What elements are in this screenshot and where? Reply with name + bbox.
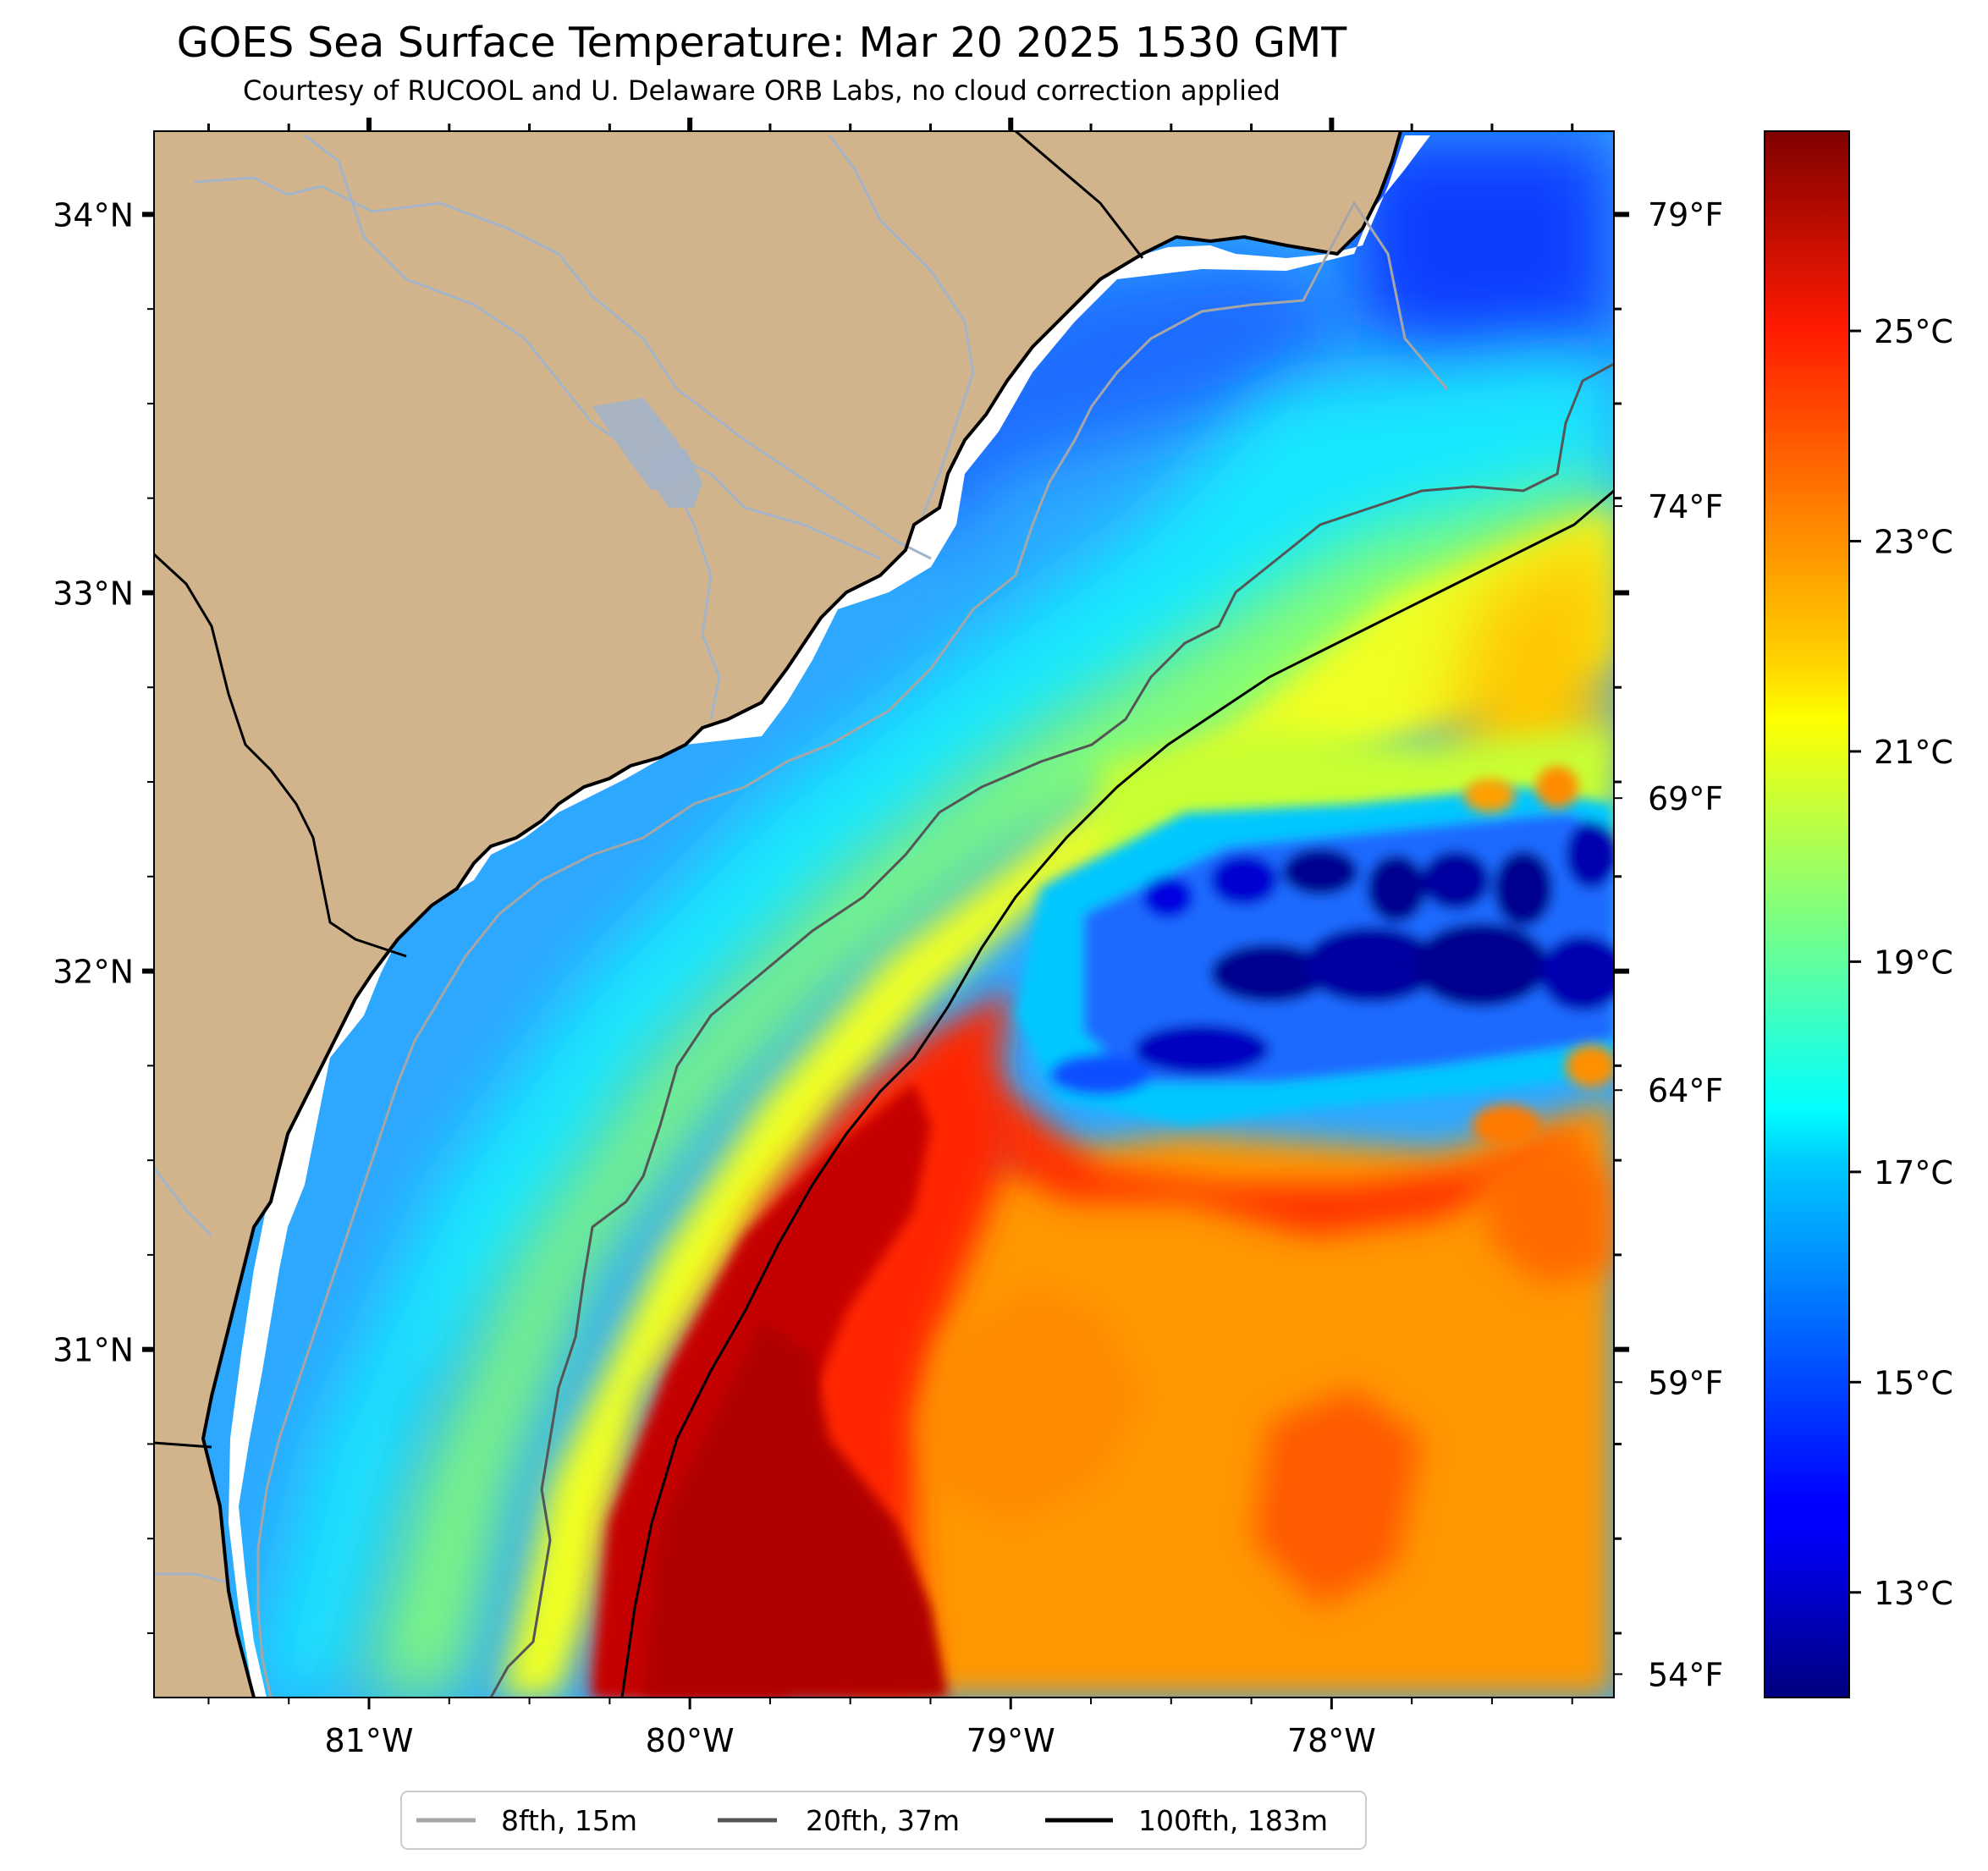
sst-field	[254, 135, 1614, 1698]
isobath-20fth	[489, 362, 1614, 1698]
colorbar-tick-label: 21°C	[1874, 734, 1953, 771]
colorbar	[1764, 130, 1850, 1698]
colorbar-tick-label: 13°C	[1874, 1575, 1953, 1612]
colorbar-tick-label: 19°C	[1874, 944, 1953, 981]
isobath-100fth	[620, 489, 1614, 1698]
warm-speckles	[1464, 766, 1614, 1147]
lat-tick-label: 34°N	[52, 196, 134, 234]
fahrenheit-axis: 79°F 74°F 69°F 64°F 59°F 54°F	[1614, 196, 1723, 1693]
cold-eddy-patch	[1016, 787, 1614, 1125]
fahrenheit-tick-label: 74°F	[1648, 488, 1723, 526]
lat-tick-label: 31°N	[52, 1332, 134, 1369]
legend: 8fth, 15m 20fth, 37m 100fth, 183m	[400, 1791, 1367, 1850]
fahrenheit-tick-label: 69°F	[1648, 780, 1723, 817]
lon-tick-label: 78°W	[1287, 1722, 1376, 1759]
fahrenheit-tick-label: 59°F	[1648, 1364, 1723, 1401]
colorbar-tick-label: 23°C	[1874, 523, 1953, 560]
map-frame	[153, 130, 1615, 1698]
colorbar-axis: 25°C 23°C 21°C 19°C 17°C 15°C 13°C	[1849, 313, 1953, 1612]
coastline	[201, 131, 1402, 1698]
lake-moultrie	[652, 448, 702, 508]
colorbar-tick-label: 25°C	[1874, 313, 1953, 350]
lat-tick-label: 33°N	[52, 575, 134, 612]
map-subtitle: Courtesy of RUCOOL and U. Delaware ORB L…	[243, 74, 1280, 107]
minor-ticks	[147, 124, 1622, 1704]
lon-tick-label: 81°W	[325, 1722, 414, 1759]
legend-box	[400, 1791, 1367, 1850]
isobath-8fth	[256, 201, 1449, 1698]
land-mass	[154, 131, 1401, 1698]
longitude-axis: 81°W 80°W 79°W 78°W	[325, 118, 1376, 1759]
fahrenheit-tick-label: 64°F	[1648, 1072, 1723, 1109]
map-area	[154, 131, 1614, 1698]
lon-tick-label: 80°W	[646, 1722, 735, 1759]
lat-tick-label: 32°N	[52, 954, 134, 991]
legend-label-100fth: 100fth, 183m	[1138, 1804, 1328, 1837]
map-title: GOES Sea Surface Temperature: Mar 20 202…	[176, 19, 1347, 67]
legend-label-20fth: 20fth, 37m	[806, 1804, 960, 1837]
lon-tick-label: 79°W	[966, 1722, 1055, 1759]
legend-label-8fth: 8fth, 15m	[501, 1804, 637, 1837]
latitude-axis: 34°N 33°N 32°N 31°N	[52, 196, 1629, 1369]
fahrenheit-tick-label: 54°F	[1648, 1656, 1723, 1693]
fahrenheit-tick-label: 79°F	[1648, 196, 1723, 234]
colorbar-tick-label: 15°C	[1874, 1364, 1953, 1401]
colorbar-tick-label: 17°C	[1874, 1154, 1953, 1191]
state-borders	[154, 131, 1144, 1449]
